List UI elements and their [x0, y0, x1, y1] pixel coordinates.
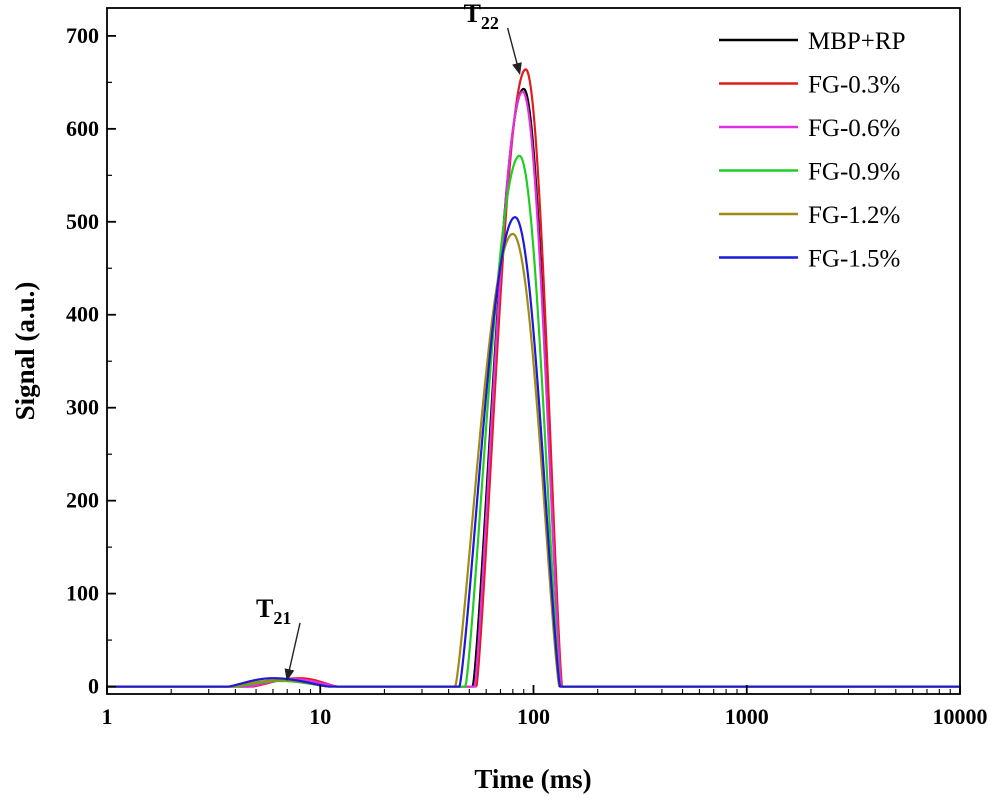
y-tick-label: 0: [88, 674, 99, 699]
annotation-arrow: [506, 27, 522, 76]
annotation-subscript: 22: [481, 13, 499, 33]
annotation-label: T21: [256, 594, 291, 628]
annotation-layer: T21 T22: [256, 0, 522, 682]
axes-layer: 0 100 200 300 400 500 600 700 1 10 100 1000 10000: [66, 23, 988, 729]
legend: MBP+RP FG-0.3% FG-0.6% FG-0.9% FG-1.2% FG-1.5…: [719, 28, 906, 273]
annotation-subscript: 21: [273, 608, 291, 628]
series-line-fg-1-2-: [106, 232, 961, 688]
series-layer: [106, 68, 961, 688]
y-tick-label: 400: [66, 302, 99, 327]
legend-label: FG-0.3%: [808, 72, 900, 99]
y-tick-label: 300: [66, 395, 99, 420]
legend-label: FG-0.9%: [808, 159, 900, 186]
x-tick-label: 1000: [725, 704, 769, 729]
y-tick-label: 500: [66, 209, 99, 234]
x-tick-label: 100: [517, 704, 550, 729]
x-axis-title: Time (ms): [474, 764, 591, 794]
y-tick-label: 700: [66, 23, 99, 48]
legend-label: FG-0.6%: [808, 115, 900, 142]
y-tick-label: 100: [66, 581, 99, 606]
y-axis-title: Signal (a.u.): [10, 282, 40, 421]
annotation-label: T22: [464, 0, 499, 33]
legend-label: FG-1.2%: [808, 202, 900, 229]
legend-label: MBP+RP: [808, 28, 906, 55]
series-line-fg-0-9-: [106, 154, 961, 688]
annotation-arrow: [284, 622, 301, 682]
legend-label: FG-1.5%: [808, 246, 900, 273]
y-tick-label: 200: [66, 488, 99, 513]
y-tick-label: 600: [66, 116, 99, 141]
x-tick-label: 10: [309, 704, 331, 729]
series-line-fg-1-5-: [106, 216, 961, 688]
x-tick-label: 1: [102, 704, 113, 729]
x-tick-label: 10000: [933, 704, 988, 729]
